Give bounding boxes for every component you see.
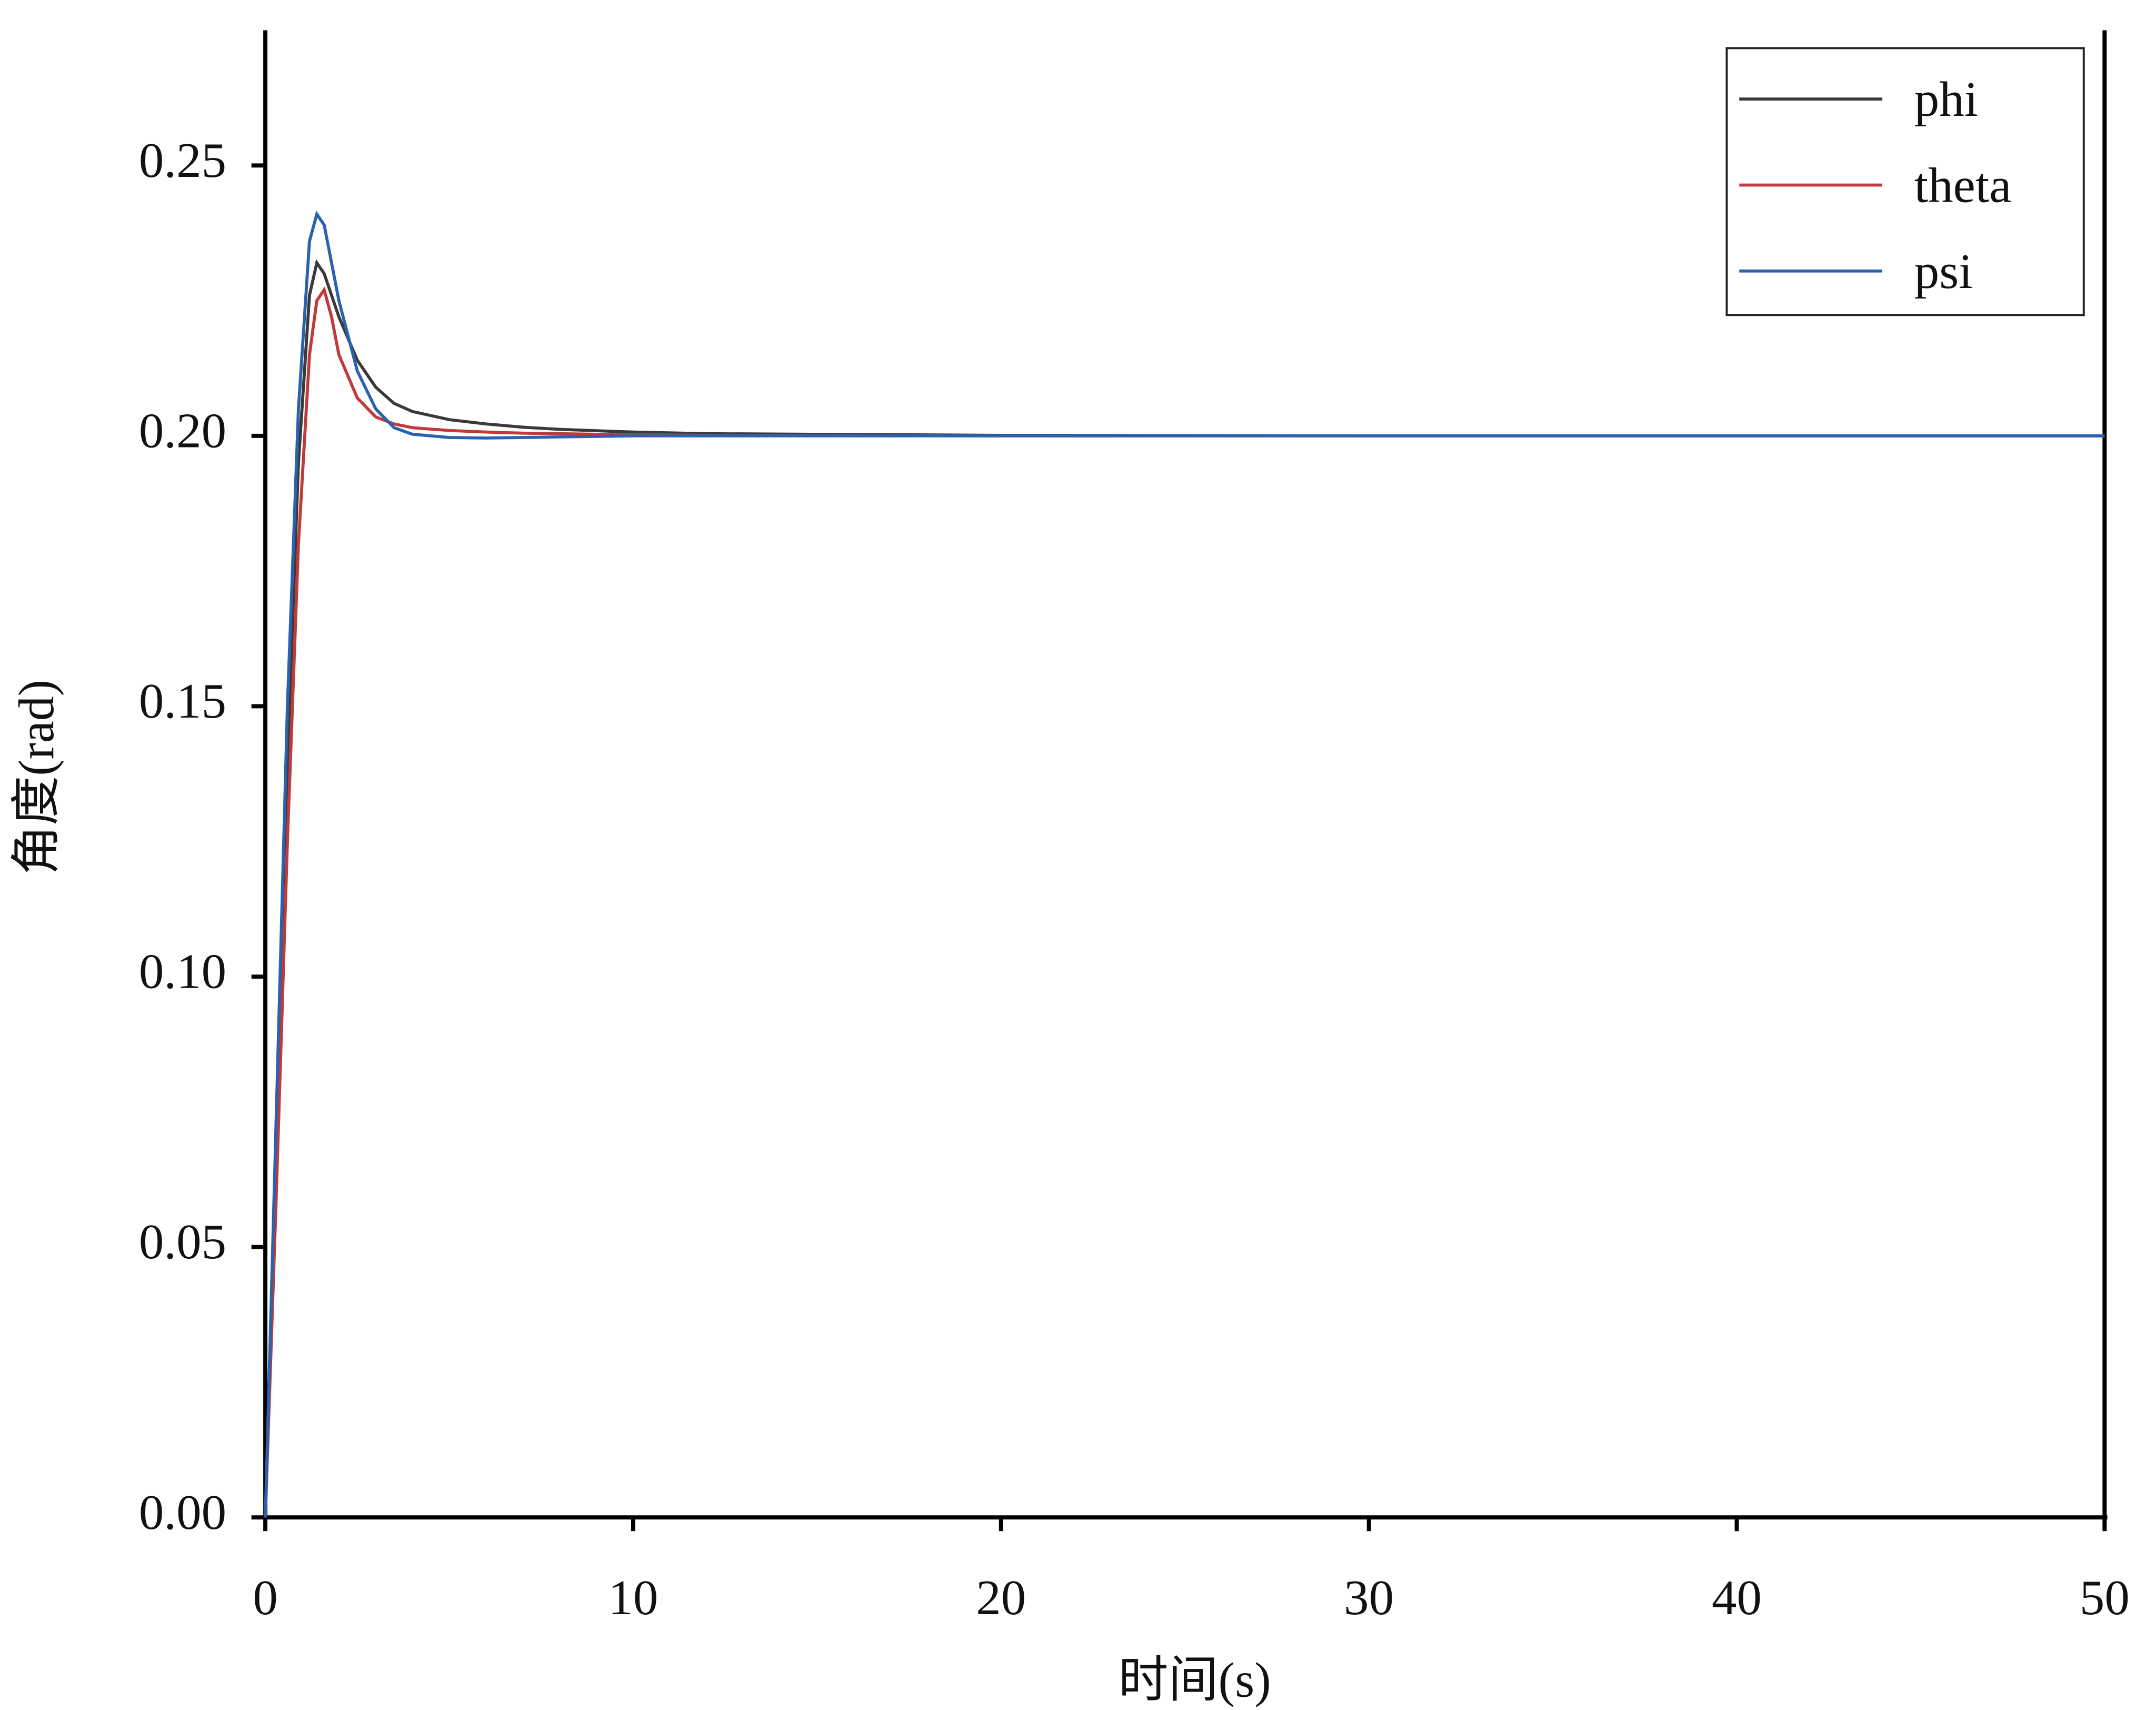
y-tick-label: 0.20 xyxy=(139,404,226,458)
x-axis-title: 时间(s) xyxy=(1119,1653,1271,1707)
y-tick-label: 0.15 xyxy=(139,674,226,728)
y-axis-title: 角度(rad) xyxy=(9,680,65,875)
x-tick-label: 40 xyxy=(1712,1570,1762,1625)
x-tick-label: 20 xyxy=(976,1570,1026,1625)
y-tick-label: 0.00 xyxy=(139,1485,226,1539)
x-tick-label: 30 xyxy=(1344,1570,1394,1625)
legend-label: phi xyxy=(1914,73,1978,127)
legend-box xyxy=(1725,47,2085,316)
line-series xyxy=(264,210,2105,1518)
line-series xyxy=(264,259,2105,1518)
legend-label: theta xyxy=(1914,158,2012,213)
y-tick-label: 0.10 xyxy=(139,945,226,999)
x-tick-label: 0 xyxy=(253,1570,278,1625)
line-series xyxy=(264,286,2105,1518)
y-tick-label: 0.25 xyxy=(139,133,226,187)
x-tick-label: 10 xyxy=(608,1570,658,1625)
y-tick-label: 0.05 xyxy=(139,1215,226,1269)
x-tick-label: 50 xyxy=(2080,1570,2130,1625)
legend-label: psi xyxy=(1914,244,1973,299)
